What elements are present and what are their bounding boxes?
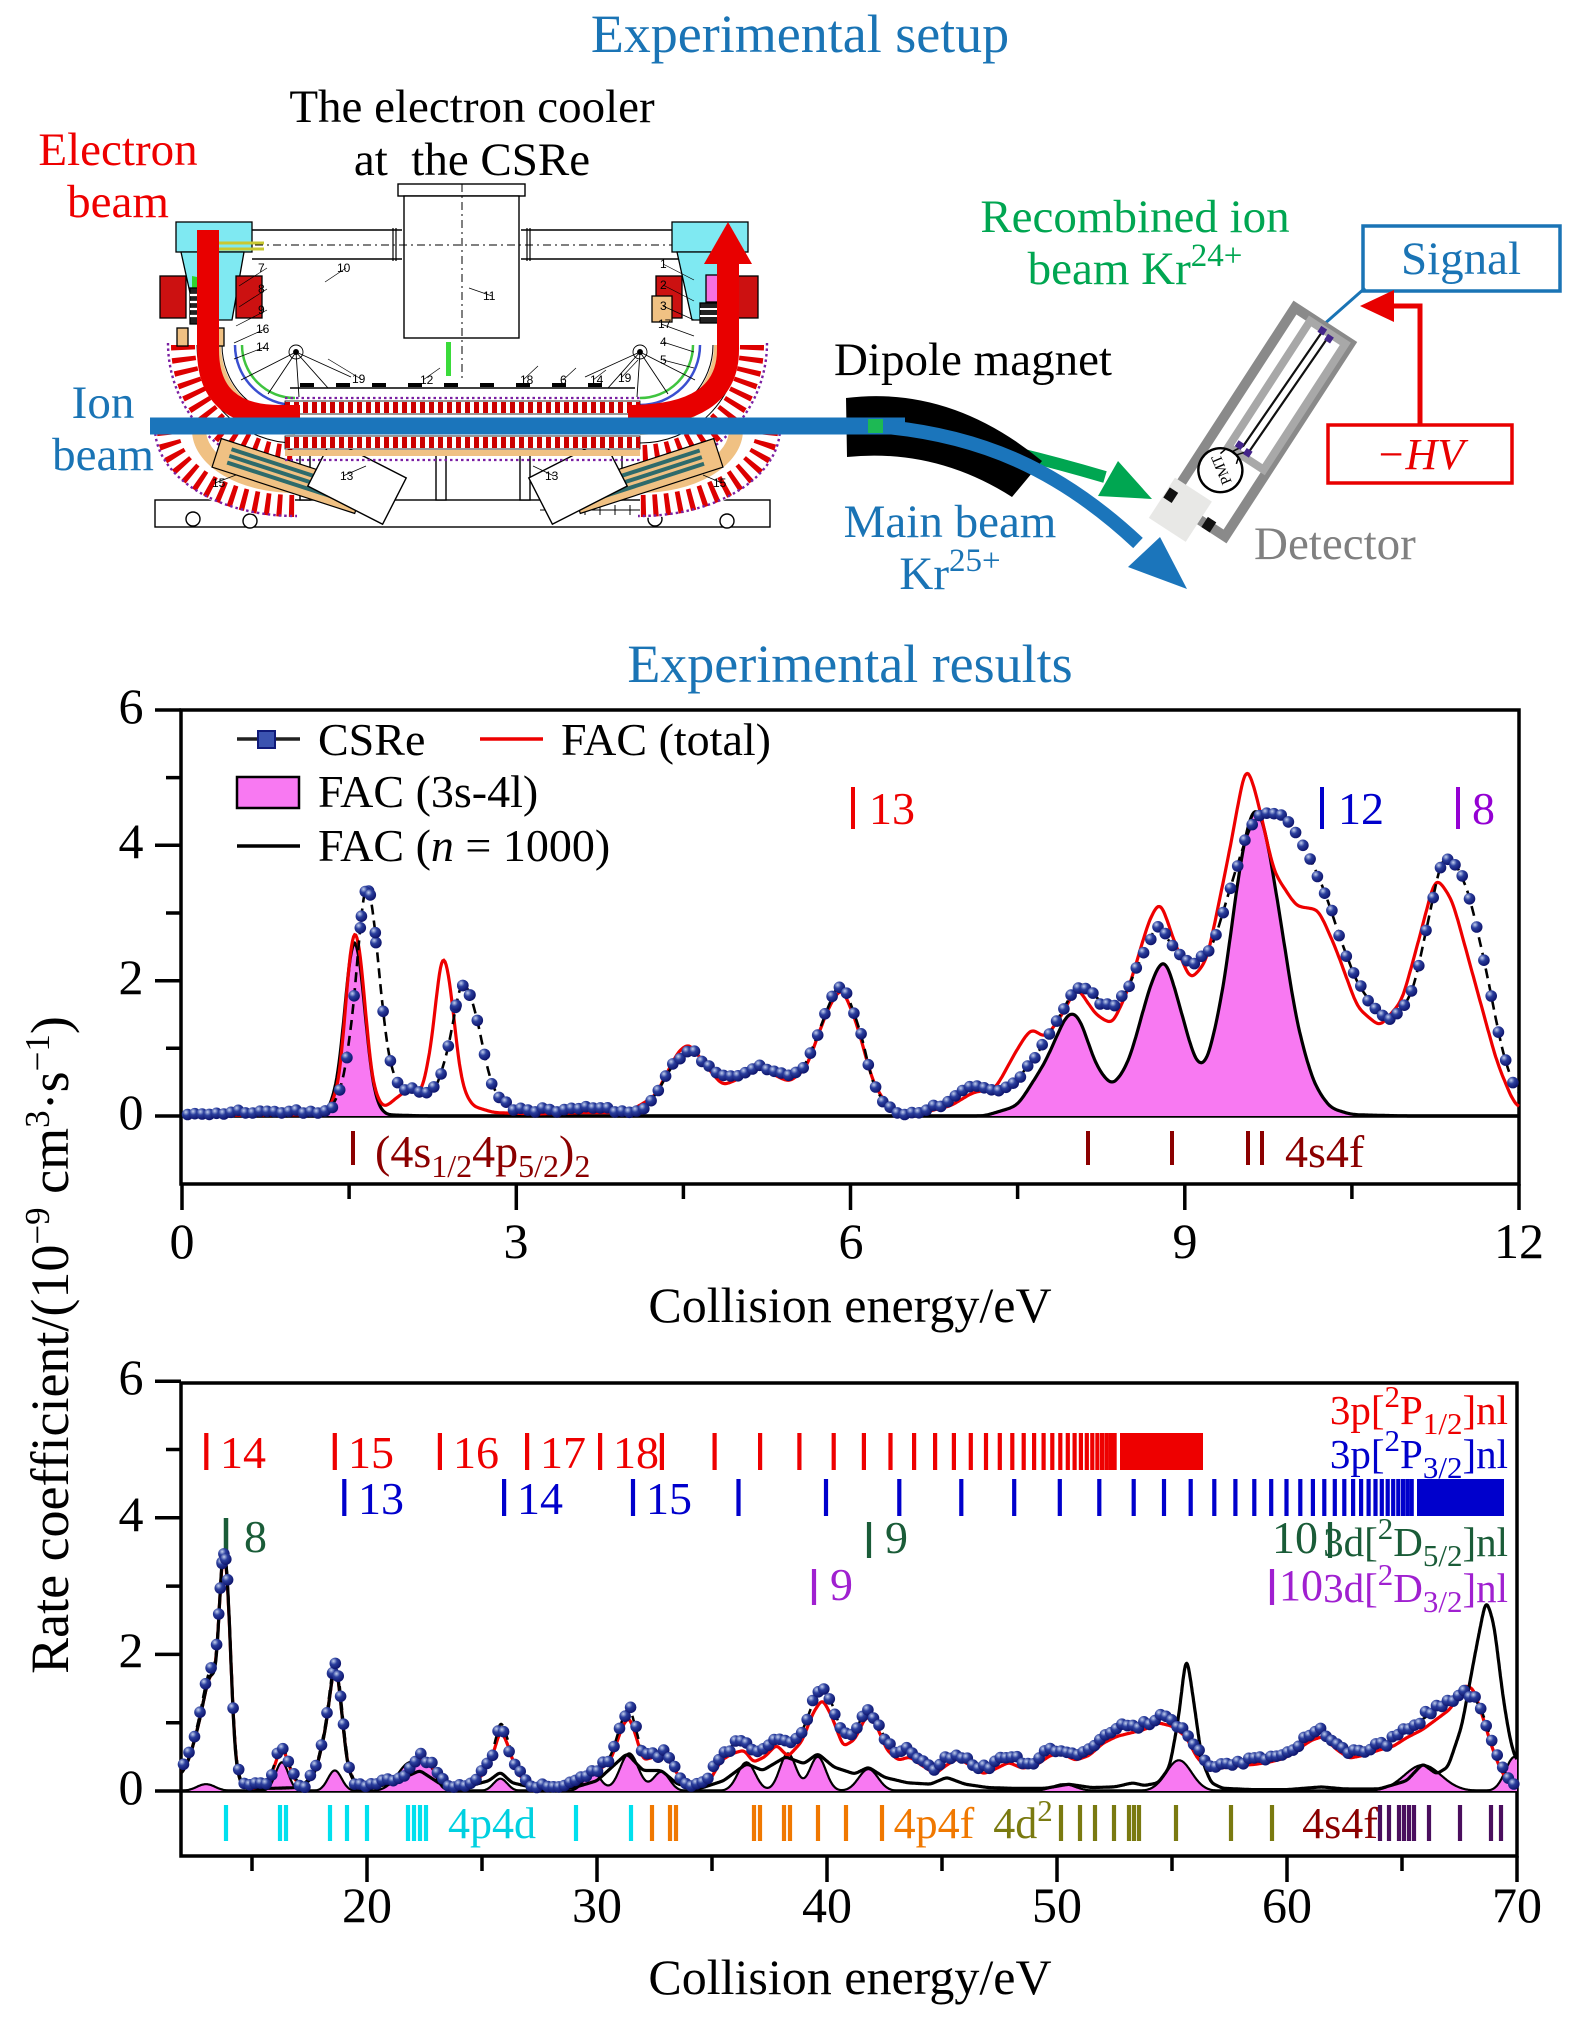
svg-text:0: 0	[119, 1759, 144, 1815]
svg-text:12: 12	[420, 373, 434, 387]
svg-text:2: 2	[119, 1622, 144, 1678]
svg-text:16: 16	[256, 322, 270, 336]
svg-text:CSRe: CSRe	[318, 714, 425, 765]
svg-text:8: 8	[244, 1511, 267, 1562]
svg-text:3d[2D5/2]nl: 3d[2D5/2]nl	[1323, 1511, 1508, 1574]
svg-text:(4s1/24p5/2)2: (4s1/24p5/2)2	[375, 1126, 590, 1184]
svg-text:3: 3	[504, 1213, 529, 1269]
svg-text:9: 9	[830, 1559, 853, 1610]
svg-text:2: 2	[119, 949, 144, 1005]
svg-text:Experimental results: Experimental results	[627, 634, 1072, 694]
svg-text:3p[2P3/2]nl: 3p[2P3/2]nl	[1330, 1423, 1508, 1486]
svg-text:19: 19	[352, 372, 366, 386]
svg-text:14: 14	[590, 373, 604, 387]
svg-text:4p4f: 4p4f	[894, 1799, 975, 1848]
svg-text:8: 8	[258, 282, 265, 296]
svg-text:15: 15	[212, 476, 226, 490]
svg-text:50: 50	[1032, 1877, 1082, 1933]
svg-text:40: 40	[802, 1877, 852, 1933]
svg-text:Detector: Detector	[1254, 518, 1416, 570]
svg-text:4p4d: 4p4d	[448, 1799, 536, 1848]
svg-text:14: 14	[256, 340, 270, 354]
svg-text:13: 13	[358, 1473, 404, 1524]
svg-text:Dipole magnet: Dipole magnet	[834, 334, 1112, 386]
svg-text:7: 7	[258, 261, 265, 275]
svg-text:60: 60	[1262, 1877, 1312, 1933]
svg-text:Recombined ion: Recombined ion	[980, 191, 1289, 243]
svg-text:20: 20	[342, 1877, 392, 1933]
svg-text:10: 10	[1279, 1561, 1323, 1610]
svg-text:Collision energy/eV: Collision energy/eV	[648, 1277, 1051, 1333]
svg-text:beam Kr24+: beam Kr24+	[1028, 238, 1243, 295]
svg-text:9: 9	[258, 303, 265, 317]
svg-text:13: 13	[545, 469, 559, 483]
svg-text:15: 15	[646, 1473, 692, 1524]
svg-text:19: 19	[618, 371, 632, 385]
svg-text:FAC (total): FAC (total)	[561, 714, 771, 765]
svg-text:0: 0	[119, 1084, 144, 1140]
svg-text:13: 13	[340, 469, 354, 483]
svg-text:Main beam: Main beam	[844, 496, 1057, 548]
svg-text:−HV: −HV	[1376, 430, 1469, 479]
svg-text:Experimental setup: Experimental setup	[591, 4, 1009, 64]
svg-text:15: 15	[713, 476, 727, 490]
svg-text:6: 6	[119, 678, 144, 734]
svg-text:17: 17	[540, 1427, 586, 1478]
svg-text:4s4f: 4s4f	[1302, 1799, 1378, 1848]
svg-text:14: 14	[517, 1473, 563, 1524]
svg-text:16: 16	[453, 1427, 499, 1478]
svg-text:12: 12	[1338, 783, 1384, 834]
svg-text:18: 18	[520, 373, 534, 387]
svg-text:14: 14	[220, 1427, 266, 1478]
svg-text:Ion: Ion	[72, 377, 135, 429]
svg-text:Signal: Signal	[1401, 233, 1521, 285]
svg-text:Collision energy/eV: Collision energy/eV	[648, 1949, 1051, 2005]
svg-text:Electron: Electron	[38, 124, 197, 176]
svg-text:4s4f: 4s4f	[1285, 1126, 1365, 1177]
svg-text:13: 13	[869, 783, 915, 834]
svg-text:70: 70	[1492, 1877, 1542, 1933]
svg-text:6: 6	[839, 1213, 864, 1269]
svg-text:12: 12	[1494, 1213, 1544, 1269]
svg-text:FAC (3s-4l): FAC (3s-4l)	[318, 766, 538, 817]
svg-text:9: 9	[885, 1512, 908, 1563]
svg-text:10: 10	[1272, 1512, 1318, 1563]
svg-text:4: 4	[119, 1486, 144, 1542]
svg-text:3d[2D3/2]nl: 3d[2D3/2]nl	[1323, 1557, 1508, 1620]
svg-text:11: 11	[483, 289, 496, 303]
svg-text:18: 18	[613, 1427, 659, 1478]
svg-text:at the CSRe: at the CSRe	[354, 134, 590, 186]
svg-text:beam: beam	[67, 176, 169, 228]
svg-text:0: 0	[170, 1213, 195, 1269]
svg-text:4: 4	[119, 813, 144, 869]
svg-text:8: 8	[1472, 783, 1495, 834]
svg-text:The electron cooler: The electron cooler	[289, 81, 655, 133]
svg-text:6: 6	[119, 1349, 144, 1405]
svg-text:30: 30	[572, 1877, 622, 1933]
svg-text:3p[2P1/2]nl: 3p[2P1/2]nl	[1330, 1379, 1508, 1442]
svg-text:beam: beam	[52, 429, 154, 481]
svg-text:FAC (n = 1000): FAC (n = 1000)	[318, 820, 610, 871]
svg-text:17: 17	[658, 317, 672, 331]
svg-text:9: 9	[1173, 1213, 1198, 1269]
svg-text:15: 15	[348, 1427, 394, 1478]
